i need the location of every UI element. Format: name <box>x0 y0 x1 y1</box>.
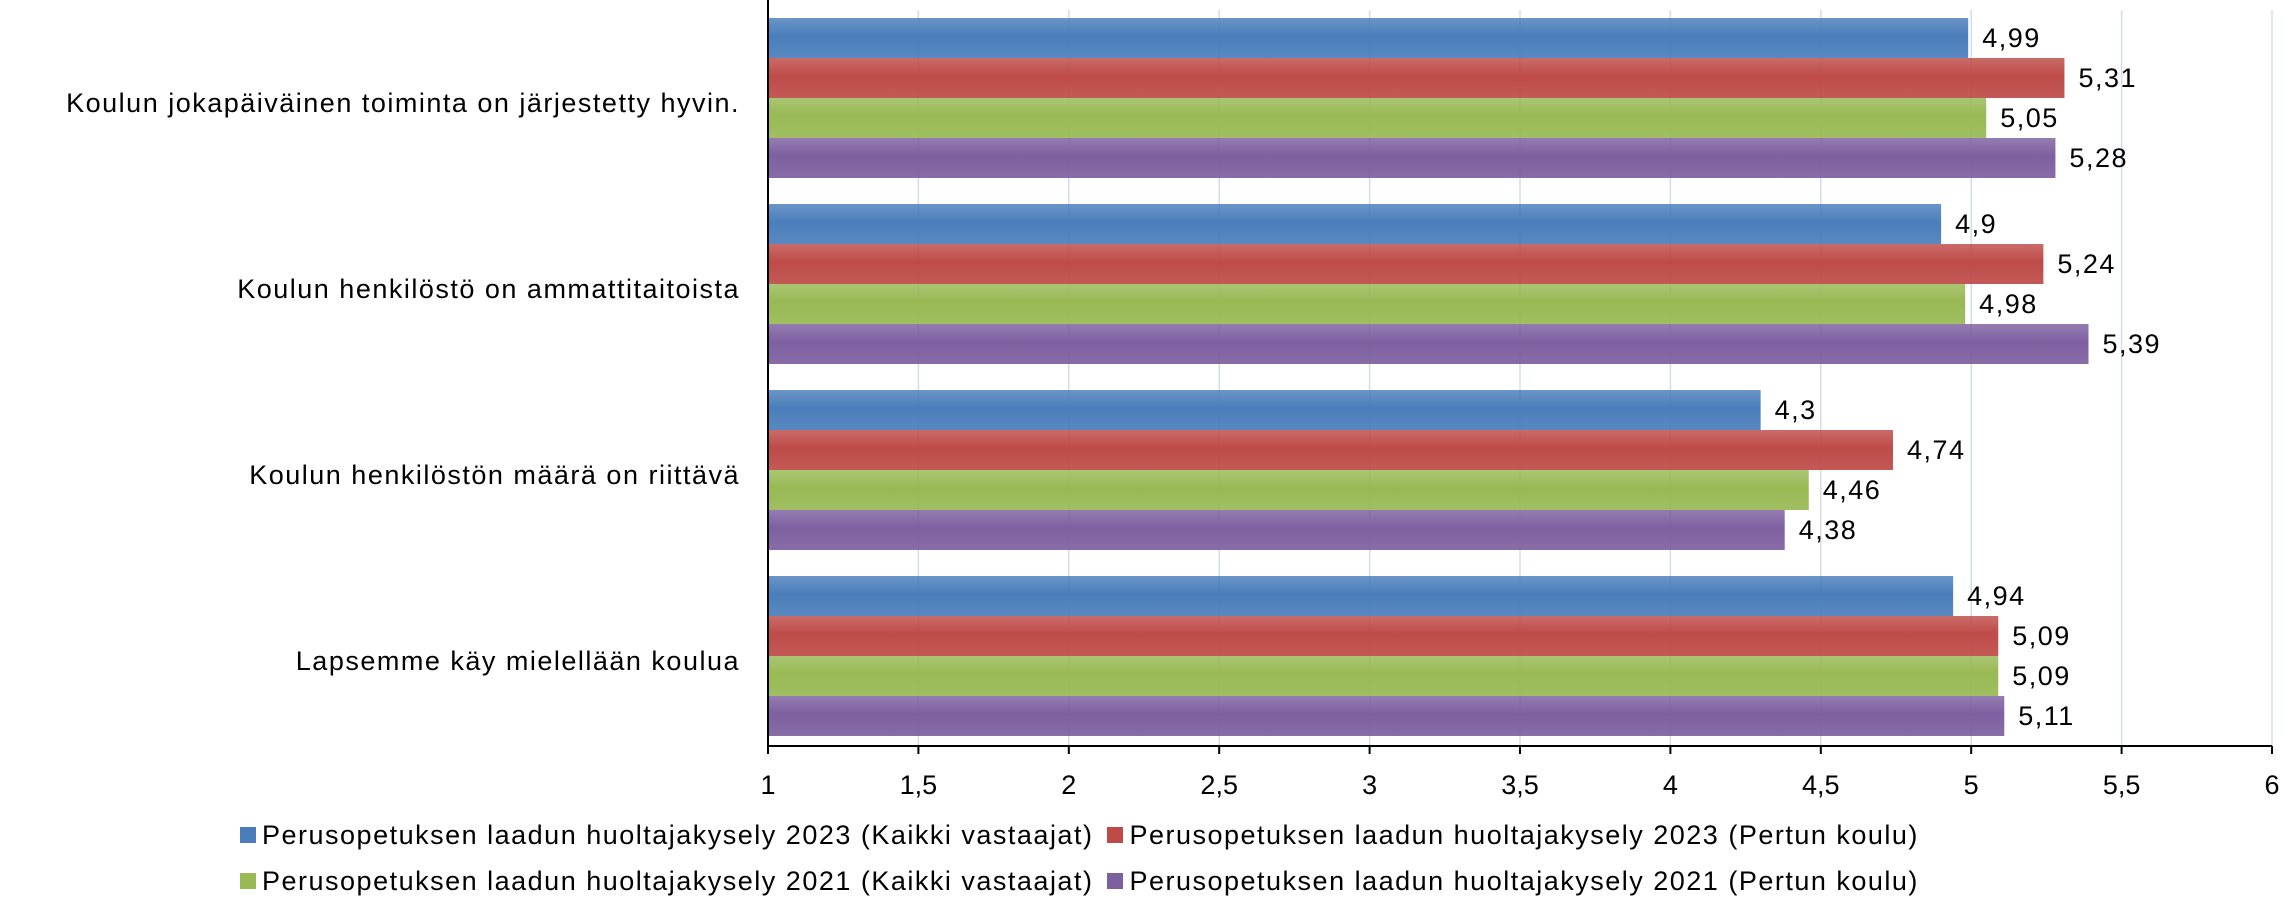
bar <box>768 98 1987 138</box>
data-label: 5,28 <box>2069 143 2128 173</box>
x-tick-label: 5 <box>1964 770 1979 800</box>
data-label: 4,9 <box>1955 209 1997 239</box>
bar <box>768 656 1999 696</box>
x-tick-label: 3,5 <box>1501 770 1539 800</box>
category-label: Koulun jokapäiväinen toiminta on järjest… <box>66 88 740 118</box>
data-label: 5,31 <box>2078 63 2137 93</box>
data-label: 5,39 <box>2103 329 2162 359</box>
x-tick-label: 6 <box>2264 770 2279 800</box>
x-tick-label: 4,5 <box>1802 770 1840 800</box>
data-label: 5,09 <box>2012 661 2071 691</box>
category-labels: Koulun jokapäiväinen toiminta on järjest… <box>66 88 740 676</box>
bar <box>768 390 1761 430</box>
x-tick-label: 2 <box>1061 770 1076 800</box>
category-label: Koulun henkilöstön määrä on riittävä <box>249 460 740 490</box>
data-label: 5,05 <box>2000 103 2059 133</box>
bar <box>768 696 2005 736</box>
axes <box>767 0 2273 754</box>
legend-swatch <box>240 827 256 843</box>
data-label: 5,09 <box>2012 621 2071 651</box>
x-tick-labels: 1 1,5 2 2,5 3 3,5 4 4,5 5 5,5 6 <box>760 770 2279 800</box>
legend-label: Perusopetuksen laadun huoltajakysely 202… <box>262 865 1094 896</box>
category-label: Lapsemme käy mielellään koulua <box>296 646 740 676</box>
legend-swatch <box>1107 827 1124 843</box>
bar <box>768 284 1966 324</box>
data-label: 4,74 <box>1907 435 1966 465</box>
bar <box>768 204 1942 244</box>
legend-label: Perusopetuksen laadun huoltajakysely 202… <box>1129 819 1919 850</box>
legend-swatch <box>240 873 256 889</box>
x-tick-label: 3 <box>1362 770 1377 800</box>
data-label: 5,24 <box>2057 249 2116 279</box>
legend-item-2021-pertun: Perusopetuksen laadun huoltajakysely 202… <box>1107 864 1918 898</box>
bars <box>768 18 2089 736</box>
bar <box>768 576 1954 616</box>
legend-item-2023-pertun: Perusopetuksen laadun huoltajakysely 202… <box>1107 818 1918 852</box>
data-label: 4,98 <box>1979 289 2038 319</box>
legend-item-2021-all: Perusopetuksen laadun huoltajakysely 202… <box>240 864 1093 898</box>
bar <box>768 244 2044 284</box>
legend-swatch <box>1107 873 1124 889</box>
bar <box>768 616 1999 656</box>
x-tick-label: 2,5 <box>1200 770 1238 800</box>
legend: Perusopetuksen laadun huoltajakysely 202… <box>240 818 2140 898</box>
data-label: 4,99 <box>1982 23 2041 53</box>
data-label: 4,94 <box>1967 581 2026 611</box>
data-label: 4,38 <box>1799 515 1858 545</box>
data-labels: 4,99 5,31 5,05 5,28 4,9 5,24 4,98 5,39 4,3 4,74 4,… <box>1775 23 2162 731</box>
bar <box>768 58 2065 98</box>
bar <box>768 430 1893 470</box>
x-tick-label: 4 <box>1663 770 1678 800</box>
x-tick-label: 5,5 <box>2103 770 2141 800</box>
bar <box>768 324 2089 364</box>
data-label: 5,11 <box>2018 701 2075 731</box>
data-label: 4,3 <box>1775 395 1817 425</box>
bar <box>768 18 1969 58</box>
x-tick-label: 1,5 <box>900 770 938 800</box>
x-tick-label: 1 <box>760 770 775 800</box>
category-label: Koulun henkilöstö on ammattitaitoista <box>237 274 740 304</box>
legend-item-2023-all: Perusopetuksen laadun huoltajakysely 202… <box>240 818 1093 852</box>
bar <box>768 138 2056 178</box>
bar <box>768 470 1809 510</box>
legend-label: Perusopetuksen laadun huoltajakysely 202… <box>262 819 1094 850</box>
bar <box>768 510 1785 550</box>
legend-label: Perusopetuksen laadun huoltajakysely 202… <box>1129 865 1919 896</box>
data-label: 4,46 <box>1823 475 1882 505</box>
